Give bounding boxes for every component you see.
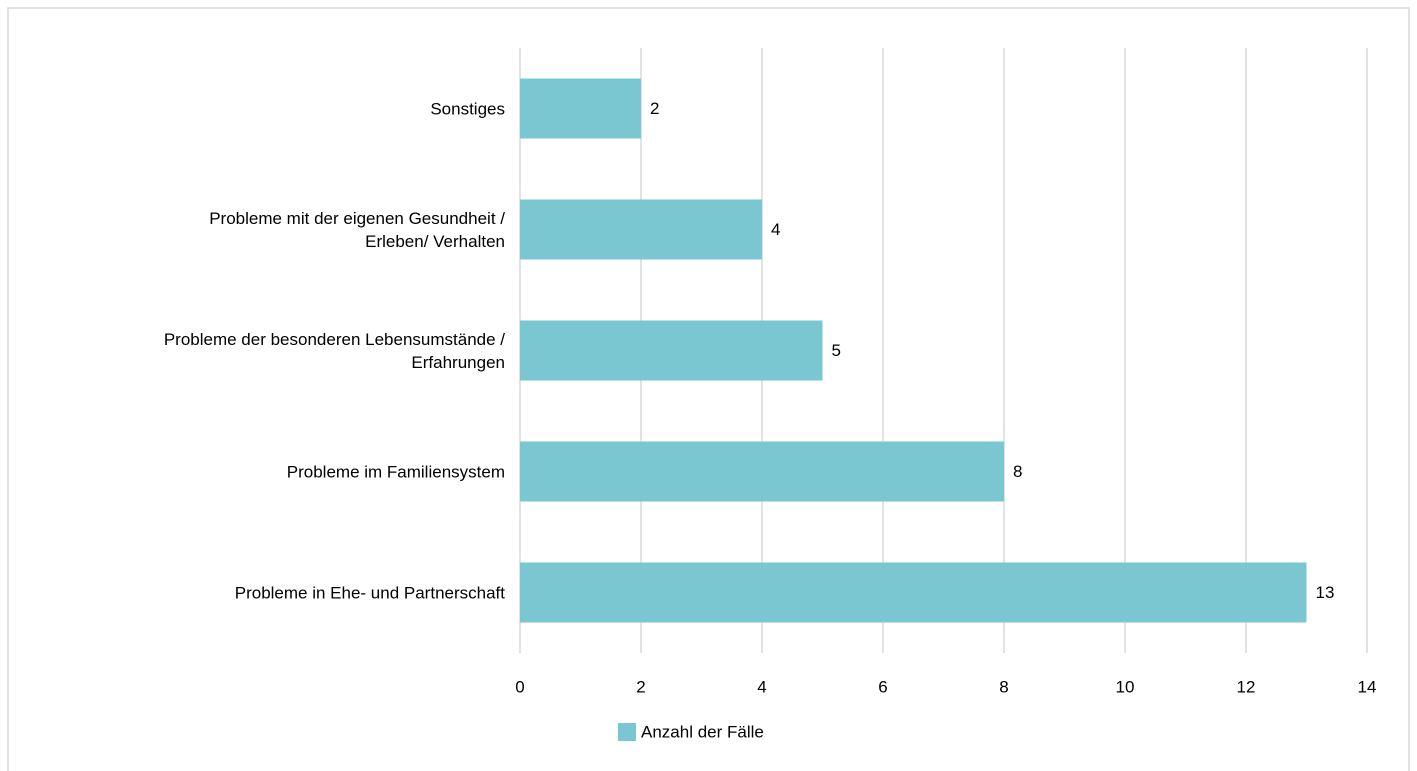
x-tick-label: 0 <box>515 677 524 696</box>
chart-frame <box>7 7 1410 771</box>
legend-label: Anzahl der Fälle <box>641 722 764 741</box>
data-label: 5 <box>832 341 841 360</box>
bar <box>520 78 641 139</box>
x-tick-label: 4 <box>757 677 766 696</box>
bar <box>520 199 762 260</box>
y-tick-label: Probleme mit der eigenen Gesundheit / Er… <box>209 208 505 251</box>
x-tick-label: 8 <box>999 677 1008 696</box>
y-tick-label: Sonstiges <box>430 99 505 118</box>
bar <box>520 441 1004 502</box>
x-tick-label: 12 <box>1237 677 1256 696</box>
x-tick-label: 14 <box>1358 677 1377 696</box>
data-label: 8 <box>1013 462 1022 481</box>
data-label: 2 <box>650 99 659 118</box>
x-tick-label: 6 <box>878 677 887 696</box>
legend-swatch <box>618 723 636 741</box>
y-tick-label: Probleme in Ehe- und Partnerschaft <box>234 583 505 602</box>
y-tick-label: Probleme der besonderen Lebensumstände /… <box>163 329 505 372</box>
bar <box>520 320 823 381</box>
x-tick-label: 2 <box>636 677 645 696</box>
data-label: 4 <box>771 220 780 239</box>
data-label: 13 <box>1316 583 1335 602</box>
x-tick-label: 10 <box>1116 677 1135 696</box>
bar <box>520 562 1307 623</box>
y-tick-label: Probleme im Familiensystem <box>286 462 505 481</box>
